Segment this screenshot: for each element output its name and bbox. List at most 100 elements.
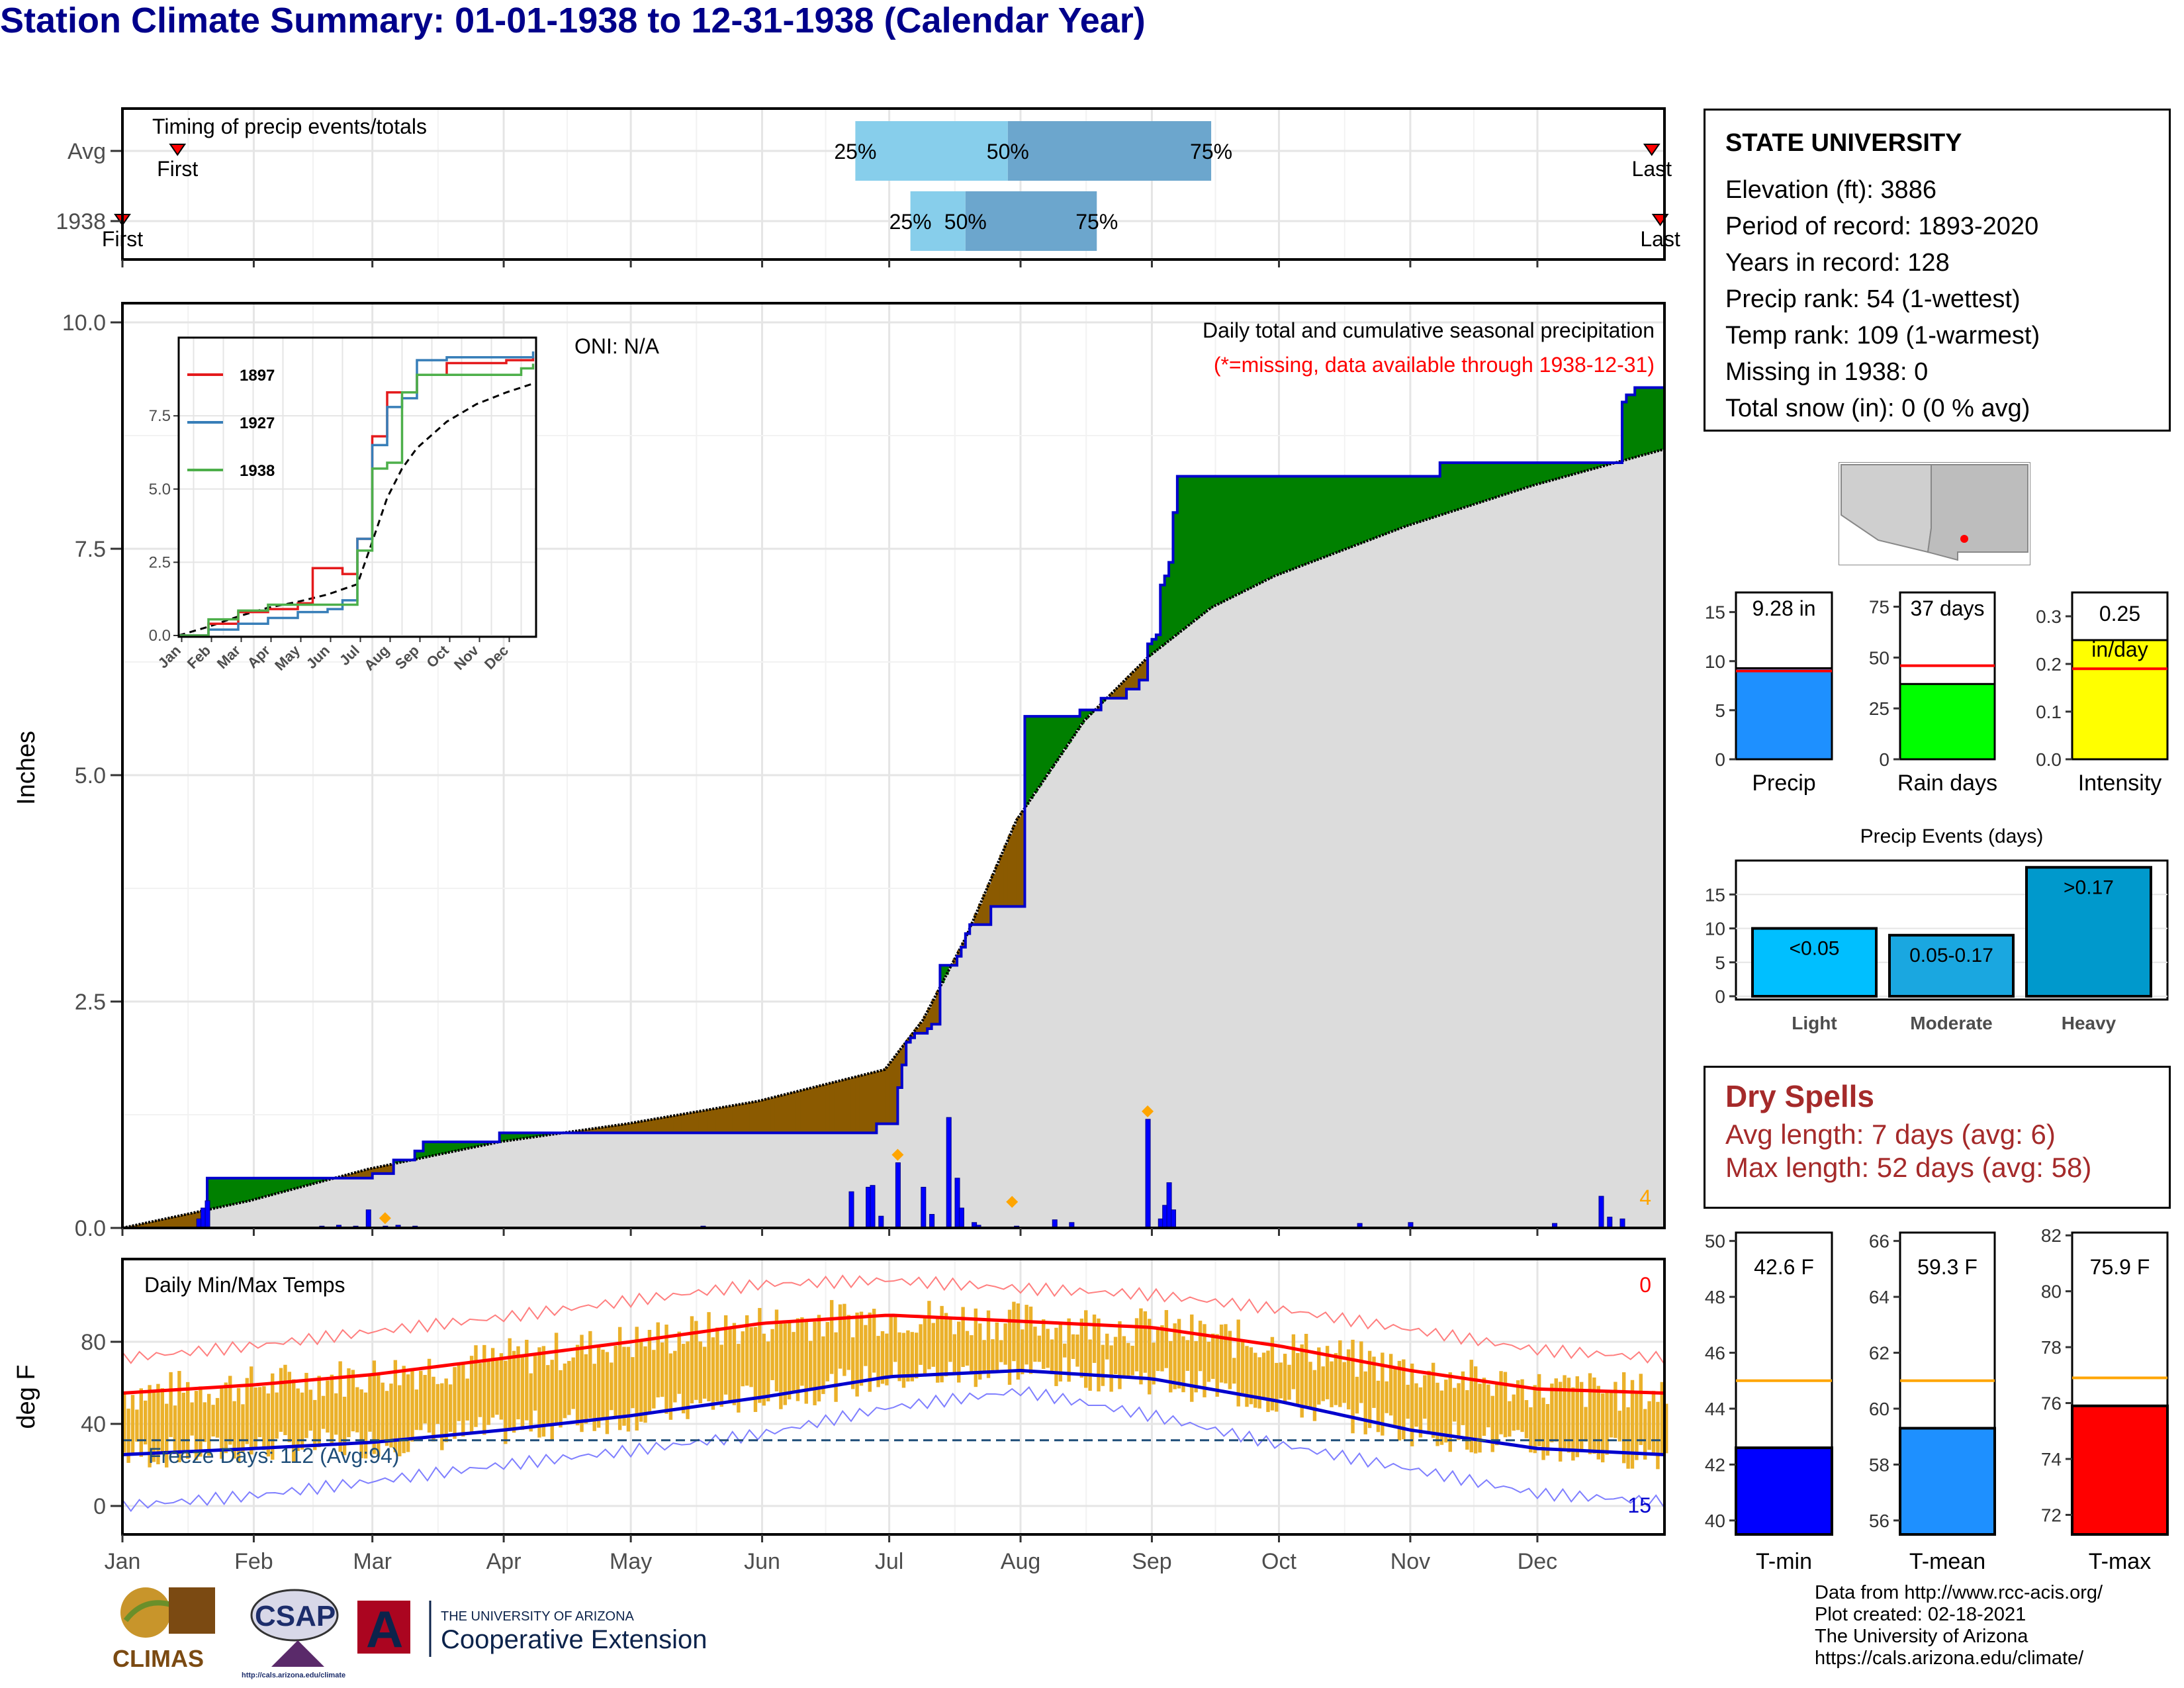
- precip-departure-188: [915, 1027, 919, 1033]
- credit-url: https://cals.arizona.edu/climate/: [1815, 1648, 2084, 1669]
- precip-departure-115: [605, 1126, 610, 1133]
- x-label-Jun: Jun: [744, 1549, 780, 1574]
- temps-daily-bar-87: [486, 1360, 490, 1425]
- precip-daily-bar-16: [921, 1186, 927, 1229]
- temps-daily-bar-166: [821, 1336, 825, 1394]
- temps-daily-bar-107: [571, 1357, 575, 1409]
- precip-departure-134: [686, 1113, 691, 1133]
- temps-daily-bar-29: [241, 1404, 245, 1452]
- temps-daily-bar-262: [1228, 1331, 1232, 1389]
- tsummary-value-label-1: 59.3 F: [1917, 1255, 1978, 1279]
- summary-category-1: Rain days: [1897, 771, 1997, 796]
- temps-daily-bar-142: [719, 1344, 723, 1407]
- temps-daily-bar-321: [1478, 1383, 1482, 1453]
- temps-daily-bar-324: [1490, 1395, 1494, 1452]
- temps-daily-bar-99: [537, 1347, 541, 1438]
- precip-departure-259: [1215, 476, 1220, 605]
- precip-departure-294: [1363, 476, 1369, 541]
- temps-daily-bar-191: [927, 1301, 931, 1370]
- precip-departure-113: [596, 1127, 602, 1133]
- precip-daily-bar-27: [1145, 1119, 1151, 1229]
- temps-freeze-label: Freeze Days: 112 (Avg:94): [148, 1444, 399, 1468]
- precip-departure-258: [1211, 476, 1216, 607]
- temps-daily-bar-14: [177, 1371, 181, 1463]
- precip-departure-38: [279, 1178, 284, 1193]
- temps-daily-bar-276: [1287, 1364, 1291, 1400]
- temps-daily-bar-98: [533, 1356, 537, 1411]
- temps-daily-bar-157: [783, 1323, 787, 1405]
- temps-daily-bar-179: [876, 1336, 880, 1387]
- temps-daily-bar-348: [1592, 1377, 1596, 1454]
- precip-daily-bar-17: [929, 1213, 935, 1229]
- temps-daily-bar-49: [326, 1380, 330, 1433]
- precip-departure-288: [1338, 476, 1343, 551]
- precip-departure-357: [1630, 395, 1635, 458]
- precip-departure-46: [313, 1178, 318, 1184]
- temps-daily-bar-6: [144, 1400, 148, 1445]
- temps-daily-bar-223: [1063, 1343, 1067, 1358]
- temps-daily-bar-227: [1079, 1318, 1084, 1378]
- precip-departure-263: [1232, 476, 1237, 596]
- temps-daily-bar-66: [398, 1385, 402, 1457]
- tsummary-y-label-0-3: 46: [1705, 1343, 1725, 1364]
- temps-daily-bar-77: [444, 1378, 448, 1442]
- temps-daily-bar-269: [1257, 1357, 1261, 1409]
- temps-daily-bar-117: [614, 1346, 617, 1416]
- station-snow: Total snow (in): 0 (0 % avg): [1725, 395, 2030, 422]
- precip-departure-39: [283, 1178, 289, 1192]
- temps-daily-bar-316: [1457, 1383, 1461, 1440]
- timing-row-label-1: 1938: [56, 209, 106, 234]
- precip-departure-241: [1139, 663, 1144, 680]
- tsummary-y-label-0-1: 42: [1705, 1454, 1725, 1475]
- precip-daily-bar-14: [878, 1215, 884, 1229]
- precip-departure-320: [1473, 463, 1479, 504]
- temps-daily-bar-264: [1236, 1319, 1240, 1407]
- precip-departure-153: [766, 1098, 771, 1133]
- timing-row-label-0: Avg: [68, 139, 106, 164]
- precip-departure-63: [385, 1165, 390, 1174]
- precip-departure-157: [783, 1094, 788, 1133]
- precip-departure-13: [173, 1216, 178, 1228]
- precip-departure-83: [469, 1142, 475, 1148]
- temps-daily-bar-110: [584, 1354, 588, 1424]
- events-category-Moderate: Moderate: [1910, 1013, 1992, 1033]
- events-bar-Heavy: [2025, 866, 2152, 998]
- precip-departure-251: [1181, 476, 1187, 630]
- temps-daily-bar-72: [423, 1375, 427, 1424]
- temps-normal-min-line: [122, 1368, 1665, 1456]
- temps-daily-bar-323: [1486, 1384, 1490, 1428]
- precip-departure-284: [1321, 476, 1326, 558]
- temps-daily-bar-21: [207, 1393, 211, 1456]
- temps-daily-bar-289: [1342, 1362, 1346, 1403]
- summary-y-label-0-2: 10: [1705, 651, 1725, 672]
- temps-daily-bar-175: [859, 1311, 864, 1386]
- temps-daily-bar-45: [308, 1389, 313, 1431]
- temps-daily-bar-238: [1126, 1342, 1130, 1378]
- temps-daily-bar-62: [381, 1382, 385, 1442]
- temps-daily-bar-120: [626, 1346, 631, 1432]
- precip-departure-35: [266, 1178, 271, 1196]
- temps-daily-bar-159: [792, 1332, 796, 1392]
- temps-daily-bar-188: [915, 1333, 919, 1379]
- temps-daily-bar-25: [224, 1382, 228, 1454]
- temps-daily-bar-355: [1621, 1372, 1626, 1464]
- precip-departure-325: [1494, 463, 1500, 497]
- precip-departure-229: [1088, 710, 1093, 715]
- temps-daily-bar-100: [541, 1346, 546, 1437]
- precip-departure-141: [715, 1107, 721, 1133]
- temps-daily-bar-181: [885, 1333, 889, 1385]
- temps-daily-bar-154: [770, 1329, 774, 1380]
- precip-departure-95: [520, 1133, 525, 1139]
- temps-daily-bar-174: [855, 1312, 859, 1397]
- precip-departure-142: [719, 1107, 725, 1133]
- precip-departure-5: [139, 1223, 144, 1228]
- temps-daily-bar-106: [567, 1360, 571, 1415]
- precip-annotation-title: Daily total and cumulative seasonal prec…: [1203, 318, 1655, 342]
- precip-departure-280: [1304, 476, 1309, 564]
- precip-departure-183: [893, 1055, 898, 1124]
- precip-departure-287: [1334, 476, 1339, 553]
- events-y-label-2: 10: [1705, 919, 1725, 939]
- precip-departure-255: [1198, 476, 1203, 616]
- precip-departure-160: [796, 1091, 801, 1133]
- x-label-Nov: Nov: [1390, 1549, 1430, 1574]
